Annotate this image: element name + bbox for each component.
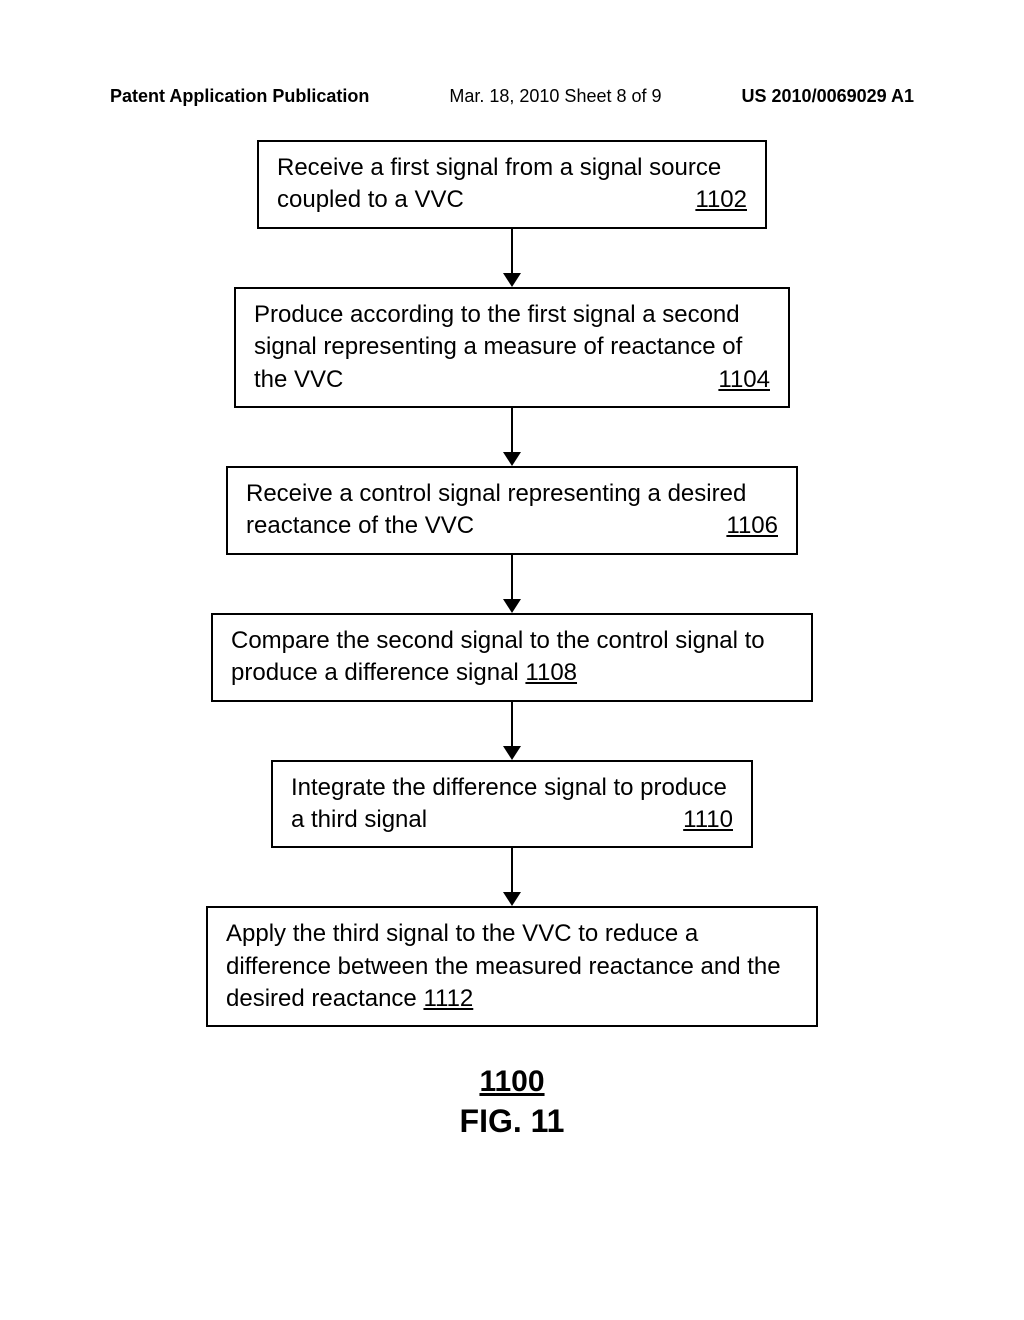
figure-label: 1100 FIG. 11 [460,1065,565,1140]
date-sheet-label: Mar. 18, 2010 Sheet 8 of 9 [449,86,661,107]
flow-arrow [503,229,521,287]
arrow-head-icon [503,452,521,466]
step-text: Receive a first signal from a signal sou… [277,154,721,213]
arrow-line [511,229,513,273]
arrow-head-icon [503,892,521,906]
page-header: Patent Application Publication Mar. 18, … [0,86,1024,107]
step-ref: 1104 [718,364,770,396]
arrow-head-icon [503,599,521,613]
arrow-head-icon [503,746,521,760]
figure-name: FIG. 11 [460,1103,565,1140]
flow-step: Compare the second signal to the control… [211,613,813,702]
flow-arrow [503,848,521,906]
flow-step: Integrate the difference signal to produ… [271,760,753,849]
publication-number: US 2010/0069029 A1 [742,86,914,107]
step-ref: 1102 [695,184,747,216]
arrow-line [511,408,513,452]
step-text: Receive a control signal representing a … [246,480,746,539]
flow-step: Apply the third signal to the VVC to red… [206,906,818,1027]
flow-arrow [503,702,521,760]
step-text: Integrate the difference signal to produ… [291,774,727,833]
arrow-line [511,555,513,599]
flow-step: Produce according to the first signal a … [234,287,790,408]
step-text: Produce according to the first signal a … [254,301,742,393]
step-ref: 1110 [683,804,733,836]
step-ref: 1106 [726,510,778,542]
step-ref: 1112 [423,985,473,1012]
flow-arrow [503,555,521,613]
figure-number: 1100 [460,1065,565,1099]
flow-step: Receive a control signal representing a … [226,466,798,555]
step-ref: 1108 [525,659,577,686]
flowchart: Receive a first signal from a signal sou… [0,140,1024,1140]
step-text: Apply the third signal to the VVC to red… [226,920,781,1012]
arrow-line [511,848,513,892]
flow-step: Receive a first signal from a signal sou… [257,140,767,229]
flow-arrow [503,408,521,466]
arrow-line [511,702,513,746]
publication-label: Patent Application Publication [110,86,369,107]
arrow-head-icon [503,273,521,287]
step-text: Compare the second signal to the control… [231,627,765,686]
